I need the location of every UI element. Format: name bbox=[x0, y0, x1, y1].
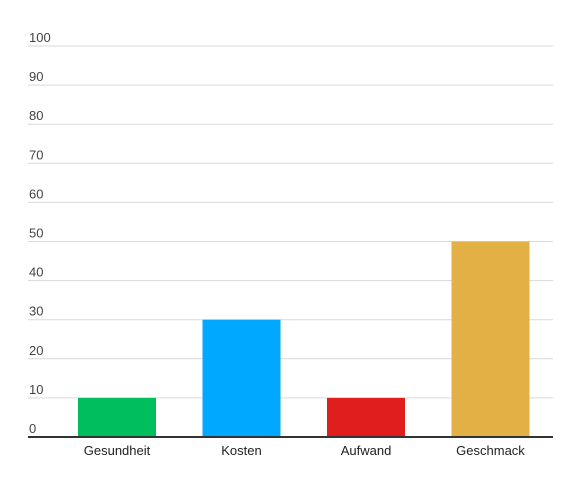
x-category-label: Kosten bbox=[221, 443, 261, 458]
y-tick-label: 90 bbox=[29, 69, 43, 84]
x-category-label: Gesundheit bbox=[84, 443, 151, 458]
y-tick-label: 60 bbox=[29, 186, 43, 201]
y-tick-label: 40 bbox=[29, 265, 43, 280]
y-axis-ticks: 0 10 20 30 40 50 60 70 80 90 100 bbox=[29, 30, 51, 436]
y-tick-label: 20 bbox=[29, 343, 43, 358]
y-tick-label: 30 bbox=[29, 304, 43, 319]
bars bbox=[78, 241, 530, 438]
y-tick-label: 10 bbox=[29, 382, 43, 397]
grid-lines bbox=[28, 45, 553, 399]
y-tick-label: 50 bbox=[29, 226, 43, 241]
y-tick-label: 70 bbox=[29, 147, 43, 162]
bar-kosten[interactable] bbox=[202, 319, 281, 437]
y-tick-label: 100 bbox=[29, 30, 51, 45]
y-tick-label: 0 bbox=[29, 421, 36, 436]
x-axis-labels: Gesundheit Kosten Aufwand Geschmack bbox=[84, 443, 526, 458]
x-category-label: Aufwand bbox=[341, 443, 392, 458]
bar-gesundheit[interactable] bbox=[78, 397, 156, 437]
x-category-label: Geschmack bbox=[456, 443, 525, 458]
bar-geschmack[interactable] bbox=[451, 241, 530, 438]
bar-aufwand[interactable] bbox=[327, 397, 405, 437]
y-tick-label: 80 bbox=[29, 108, 43, 123]
